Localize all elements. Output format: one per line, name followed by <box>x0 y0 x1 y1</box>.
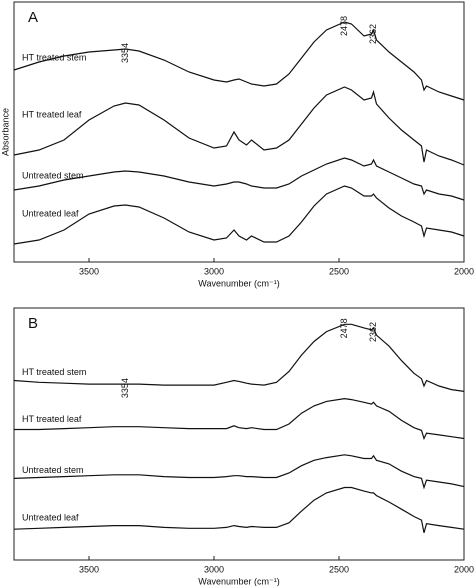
peak-label: 2362 <box>368 24 378 44</box>
series-label: Untreated stem <box>22 170 84 180</box>
plot-frame <box>13 307 465 561</box>
x-axis-label: Wavenumber (cm⁻¹) <box>198 576 279 586</box>
panel-label: B <box>28 315 38 332</box>
spectrum-line <box>13 323 465 392</box>
plot-frame <box>13 1 465 263</box>
spectrum-line <box>13 486 465 533</box>
peak-label: 3354 <box>120 43 130 63</box>
series-label: HT treated leaf <box>22 109 82 119</box>
x-tick-label: 2000 <box>454 266 474 276</box>
spectrum-line <box>14 397 465 441</box>
series-label: Untreated leaf <box>22 513 79 523</box>
x-tick-label: 3000 <box>204 564 224 574</box>
y-axis-label: Absorbance <box>0 108 10 156</box>
spectrum-line <box>13 454 465 490</box>
x-tick-label: 3000 <box>204 266 224 276</box>
spectrum-line <box>13 86 465 166</box>
panel-label: A <box>28 9 38 26</box>
x-tick-label: 2000 <box>454 564 474 574</box>
spectrum-line <box>13 157 465 201</box>
peak-label: 2478 <box>339 318 349 338</box>
peak-label: 2362 <box>368 322 378 342</box>
series-label: Untreated leaf <box>22 208 79 218</box>
x-tick-label: 3500 <box>79 564 99 574</box>
x-tick-label: 3500 <box>79 266 99 276</box>
spectrum-line <box>13 185 465 245</box>
series-label: HT treated stem <box>22 52 86 62</box>
series-label: HT treated leaf <box>22 414 82 424</box>
series-label: HT treated stem <box>22 367 86 377</box>
peak-label: 3354 <box>120 378 130 398</box>
x-tick-label: 2500 <box>329 564 349 574</box>
x-tick-label: 2500 <box>329 266 349 276</box>
peak-label: 2478 <box>339 16 349 36</box>
series-label: Untreated stem <box>22 465 84 475</box>
spectrum-line <box>13 21 465 101</box>
x-axis-label: Wavenumber (cm⁻¹) <box>198 278 279 288</box>
